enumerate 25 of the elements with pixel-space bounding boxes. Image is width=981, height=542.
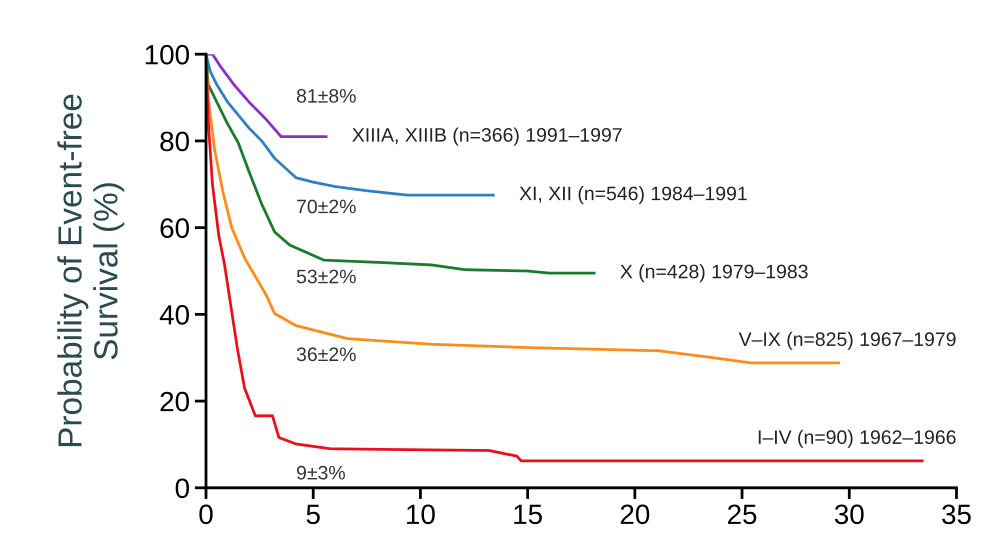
x-tick-label: 10 — [407, 504, 435, 524]
y-tick-label: 0 — [176, 478, 189, 498]
y-tick-label: 20 — [160, 392, 189, 412]
annotation: 9±3% — [296, 466, 345, 480]
series-label: XIIIA, XIIIB (n=366) 1991–1997 — [352, 128, 622, 146]
x-tick-label: 25 — [728, 504, 756, 524]
y-tick-label: 40 — [160, 305, 189, 325]
series-label: I–IV (n=90) 1962–1966 — [758, 430, 956, 448]
series-label: XI, XII (n=546) 1984–1991 — [520, 186, 747, 204]
annotation: 36±2% — [296, 347, 356, 362]
annotation: 70±2% — [297, 200, 356, 214]
y-axis-title: Probability of Event-free Survival (%) — [57, 94, 124, 446]
series-label: V–IX (n=825) 1967–1979 — [738, 332, 956, 350]
x-tick-label: 15 — [514, 504, 542, 524]
y-tick-label: 100 — [146, 44, 189, 65]
x-tick-label: 35 — [942, 504, 971, 524]
x-tick-label: 30 — [834, 504, 864, 524]
x-tick-label: 5 — [306, 504, 320, 524]
y-tick-label: 60 — [160, 218, 189, 238]
annotation: 81±8% — [296, 89, 356, 103]
x-tick-label: 20 — [620, 504, 650, 524]
series-label: X (n=428) 1979–1983 — [620, 264, 808, 282]
y-tick-label: 80 — [160, 132, 189, 152]
annotation: 53±2% — [296, 270, 356, 284]
x-tick-label: 0 — [199, 504, 213, 524]
